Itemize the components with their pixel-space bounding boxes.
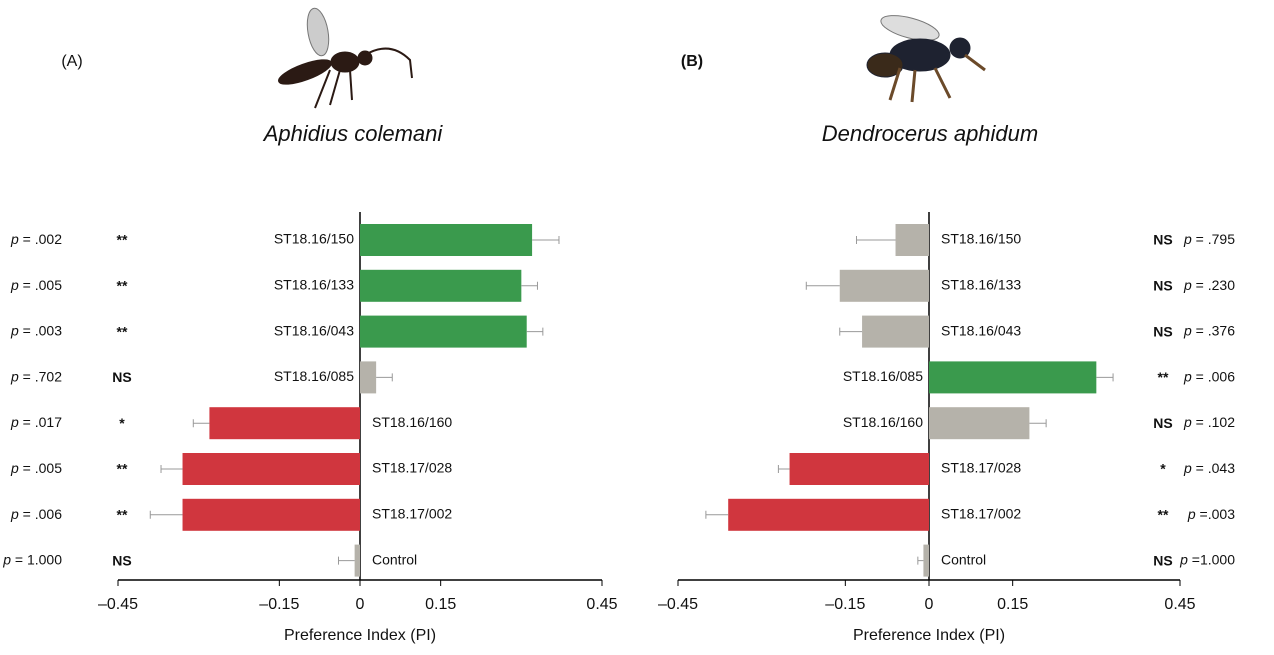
- significance: NS: [1153, 278, 1172, 294]
- significance: **: [1158, 507, 1169, 523]
- p-value: p = .003: [10, 322, 62, 338]
- category-label: ST18.16/133: [941, 277, 1021, 293]
- insect-a: [276, 7, 412, 108]
- significance: NS: [112, 369, 131, 385]
- category-label: Control: [941, 551, 986, 567]
- bar: [360, 316, 527, 348]
- p-value: p = .102: [1183, 414, 1235, 430]
- error-bar: [840, 328, 862, 336]
- error-bar: [193, 419, 209, 427]
- p-value: p = .005: [10, 460, 62, 476]
- bar: [862, 316, 929, 348]
- p-value: p = .702: [10, 368, 62, 384]
- p-value: p = .006: [1183, 368, 1235, 384]
- category-label: ST18.16/085: [843, 368, 923, 384]
- x-axis-title: Preference Index (PI): [853, 627, 1005, 644]
- panel-label: (B): [681, 53, 703, 70]
- error-bar: [806, 282, 839, 290]
- error-bar: [1096, 373, 1113, 381]
- category-label: ST18.16/133: [274, 277, 354, 293]
- significance: NS: [1153, 232, 1172, 248]
- x-tick-label: –0.15: [825, 596, 865, 613]
- bar: [929, 361, 1096, 393]
- bar: [360, 270, 521, 302]
- bar: [929, 407, 1029, 439]
- significance: NS: [1153, 552, 1172, 568]
- error-bar: [778, 465, 789, 473]
- category-label: ST18.16/043: [941, 322, 1021, 338]
- x-tick-label: 0.15: [425, 596, 456, 613]
- significance: **: [1158, 369, 1169, 385]
- significance: NS: [112, 552, 131, 568]
- bar: [360, 361, 376, 393]
- bar: [923, 545, 929, 577]
- category-label: Control: [372, 551, 417, 567]
- x-tick-label: 0: [925, 596, 934, 613]
- error-bar: [338, 557, 354, 565]
- error-bar: [150, 511, 182, 519]
- x-tick-label: 0.45: [1164, 596, 1195, 613]
- panel-label: (A): [61, 53, 82, 70]
- error-bar: [856, 236, 895, 244]
- bar: [183, 499, 360, 531]
- significance: **: [117, 323, 128, 339]
- category-label: ST18.16/150: [274, 231, 354, 247]
- bar: [790, 453, 929, 485]
- error-bar: [521, 282, 537, 290]
- significance: **: [117, 461, 128, 477]
- p-value: p = .230: [1183, 277, 1235, 293]
- significance: *: [119, 415, 125, 431]
- category-label: ST18.16/043: [274, 322, 354, 338]
- significance: **: [117, 507, 128, 523]
- significance: **: [117, 278, 128, 294]
- category-label: ST18.17/028: [941, 460, 1021, 476]
- significance: *: [1160, 461, 1166, 477]
- error-bar: [918, 557, 924, 565]
- figure: (A) Aphidius colemani –0.45 –0.15 0 0.15 0.45 P…: [0, 0, 1274, 650]
- panel-title: Aphidius colemani: [262, 121, 444, 146]
- bar: [209, 407, 360, 439]
- bar: [183, 453, 360, 485]
- p-value: p = .002: [10, 231, 62, 247]
- p-value: p = .005: [10, 277, 62, 293]
- bar: [896, 224, 929, 256]
- x-tick-label: 0.15: [997, 596, 1028, 613]
- p-value: p = .006: [10, 506, 62, 522]
- significance: NS: [1153, 323, 1172, 339]
- x-tick-label: –0.45: [658, 596, 698, 613]
- p-value: p = 1.000: [2, 551, 62, 567]
- category-label: ST18.16/160: [843, 414, 923, 430]
- p-value: p = .043: [1183, 460, 1235, 476]
- category-label: ST18.17/028: [372, 460, 452, 476]
- p-value: p =.003: [1187, 506, 1235, 522]
- bar: [728, 499, 929, 531]
- error-bar: [532, 236, 559, 244]
- error-bar: [161, 465, 183, 473]
- category-label: ST18.16/150: [941, 231, 1021, 247]
- category-label: ST18.16/085: [274, 368, 354, 384]
- category-label: ST18.17/002: [372, 506, 452, 522]
- p-value: p =1.000: [1179, 551, 1235, 567]
- insect-b: [867, 11, 985, 102]
- p-value: p = .795: [1183, 231, 1235, 247]
- category-label: ST18.16/160: [372, 414, 452, 430]
- bar: [840, 270, 929, 302]
- significance: NS: [1153, 415, 1172, 431]
- x-axis-title: Preference Index (PI): [284, 627, 436, 644]
- x-tick-label: –0.15: [259, 596, 299, 613]
- error-bar: [706, 511, 728, 519]
- bar: [355, 545, 360, 577]
- x-tick-label: 0: [356, 596, 365, 613]
- error-bar: [527, 328, 543, 336]
- p-value: p = .376: [1183, 322, 1235, 338]
- error-bar: [1029, 419, 1046, 427]
- category-label: ST18.17/002: [941, 506, 1021, 522]
- bar: [360, 224, 532, 256]
- x-tick-label: 0.45: [586, 596, 617, 613]
- p-value: p = .017: [10, 414, 62, 430]
- x-tick-label: –0.45: [98, 596, 138, 613]
- panel-title: Dendrocerus aphidum: [822, 121, 1038, 146]
- significance: **: [117, 232, 128, 248]
- error-bar: [376, 373, 392, 381]
